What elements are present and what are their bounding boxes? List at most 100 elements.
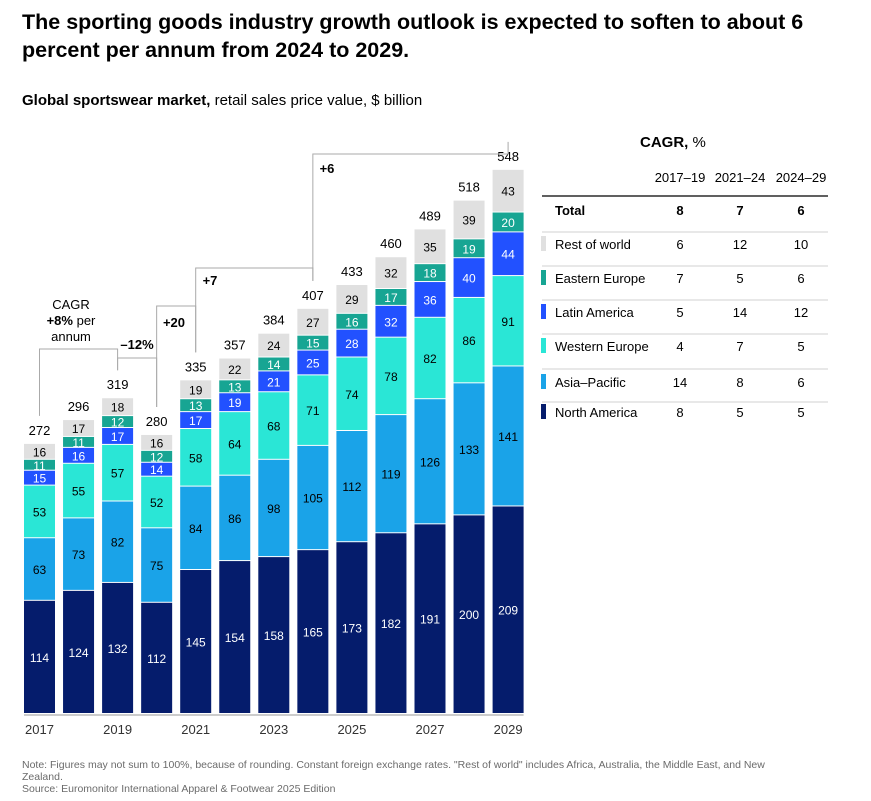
bar-segment-asia-pacific-2023 — [258, 459, 290, 557]
bar-segment-western-europe-2020 — [141, 476, 173, 528]
segment-label-north-america-2022: 154 — [225, 631, 245, 645]
bar-segment-latin-america-2021 — [180, 412, 212, 429]
table-cell-western-europe-0: 4 — [676, 339, 683, 354]
bar-segment-latin-america-2024 — [297, 350, 329, 375]
bar-segment-north-america-2017 — [24, 600, 55, 713]
segment-label-latin-america-2028: 40 — [462, 272, 476, 286]
legend-swatch-north-america — [541, 404, 546, 419]
segment-label-western-europe-2025: 74 — [345, 388, 359, 402]
table-cell-asia-pacific-2: 6 — [797, 375, 804, 390]
source-text: Source: Euromonitor International Appare… — [22, 783, 336, 795]
segment-label-rest-of-world-2021: 19 — [189, 383, 203, 397]
bar-segment-asia-pacific-2028 — [453, 383, 485, 515]
segment-label-asia-pacific-2017: 63 — [33, 563, 47, 577]
bar-segment-rest-of-world-2022 — [219, 358, 251, 380]
bar-segment-rest-of-world-2021 — [180, 380, 212, 399]
bar-segment-western-europe-2021 — [180, 429, 212, 486]
chart-subtitle: Global sportswear market, retail sales p… — [22, 92, 422, 109]
total-label-2026: 460 — [380, 236, 402, 251]
total-label-2018: 296 — [68, 399, 90, 414]
segment-label-latin-america-2017: 15 — [33, 472, 47, 486]
segment-label-asia-pacific-2020: 75 — [150, 559, 164, 573]
bar-segment-western-europe-2024 — [297, 375, 329, 445]
bar-segment-eastern-europe-2023 — [258, 357, 290, 371]
table-cell-latin-america-0: 5 — [676, 305, 683, 320]
bar-segment-latin-america-2029 — [492, 232, 524, 276]
table-cell-latin-america-1: 14 — [733, 305, 747, 320]
table-title-unit: % — [688, 134, 706, 151]
bar-segment-eastern-europe-2017 — [24, 459, 55, 470]
segment-label-north-america-2029: 209 — [498, 604, 518, 618]
segment-label-north-america-2027: 191 — [420, 613, 440, 627]
segment-label-eastern-europe-2024: 15 — [306, 337, 320, 351]
bar-segment-western-europe-2018 — [63, 463, 95, 518]
legend-swatch-western-europe — [541, 338, 546, 353]
bar-segment-western-europe-2027 — [414, 317, 446, 399]
segment-label-latin-america-2027: 36 — [423, 293, 437, 307]
x-tick-label-2019: 2019 — [103, 722, 132, 737]
legend-swatch-asia-pacific — [541, 374, 546, 389]
annotation-plus-7: +7 — [203, 273, 218, 288]
bar-segment-north-america-2018 — [63, 590, 95, 713]
total-label-2028: 518 — [458, 180, 480, 195]
table-cell-eastern-europe-2: 6 — [797, 271, 804, 286]
bar-segment-western-europe-2026 — [375, 337, 407, 415]
total-label-2020: 280 — [146, 414, 168, 429]
table-cell-rest-of-world-1: 12 — [733, 237, 747, 252]
table-title: CAGR, % — [640, 134, 706, 151]
table-title-bold: CAGR, — [640, 134, 688, 151]
annotation-cagr-tail: annum — [51, 329, 91, 344]
table-column-header-1: 2021–24 — [715, 170, 766, 185]
segment-label-asia-pacific-2019: 82 — [111, 536, 125, 550]
table-cell-latin-america-2: 12 — [794, 305, 808, 320]
bar-segment-rest-of-world-2026 — [375, 257, 407, 288]
bar-segment-rest-of-world-2024 — [297, 308, 329, 335]
bar-segment-north-america-2026 — [375, 533, 407, 713]
segment-label-rest-of-world-2017: 16 — [33, 445, 47, 459]
segment-label-rest-of-world-2025: 29 — [345, 293, 359, 307]
bracket-2024-2029 — [312, 141, 509, 281]
segment-label-north-america-2017: 114 — [30, 651, 49, 665]
bar-segment-eastern-europe-2024 — [297, 335, 329, 350]
bar-segment-asia-pacific-2017 — [24, 538, 55, 600]
bar-segment-eastern-europe-2026 — [375, 289, 407, 305]
bar-segment-western-europe-2025 — [336, 357, 368, 430]
bar-segment-latin-america-2025 — [336, 329, 368, 357]
annotation-cagr-value: +8% per — [47, 313, 96, 328]
total-label-2029: 548 — [497, 149, 519, 164]
bar-segment-eastern-europe-2021 — [180, 399, 212, 412]
bar-segment-north-america-2020 — [141, 602, 173, 713]
bar-segment-asia-pacific-2021 — [180, 486, 212, 570]
segment-label-north-america-2023: 158 — [264, 629, 284, 643]
table-cell-asia-pacific-1: 8 — [736, 375, 743, 390]
bar-segment-rest-of-world-2025 — [336, 285, 368, 313]
segment-label-latin-america-2023: 21 — [267, 375, 281, 389]
bar-segment-western-europe-2017 — [24, 485, 55, 538]
bar-segment-eastern-europe-2025 — [336, 313, 368, 329]
x-tick-label-2023: 2023 — [259, 722, 288, 737]
bar-segment-latin-america-2026 — [375, 305, 407, 337]
table-row-label-latin-america: Latin America — [555, 305, 635, 320]
bar-segment-north-america-2023 — [258, 557, 290, 713]
legend-swatch-latin-america — [541, 304, 546, 319]
segment-label-eastern-europe-2029: 20 — [501, 216, 515, 230]
segment-label-latin-america-2019: 17 — [111, 430, 125, 444]
legend-swatch-rest-of-world — [541, 236, 546, 251]
table-cell-north-america-1: 5 — [736, 405, 743, 420]
segment-label-asia-pacific-2025: 112 — [342, 480, 361, 494]
annotation-plus-20: +20 — [163, 315, 185, 330]
bar-segment-eastern-europe-2028 — [453, 239, 485, 258]
subtitle-rest: retail sales price value, $ billion — [210, 92, 423, 109]
bar-segment-north-america-2025 — [336, 542, 368, 713]
segment-label-western-europe-2018: 55 — [72, 485, 86, 499]
chart-title: The sporting goods industry growth outlo… — [22, 10, 804, 62]
bar-segment-latin-america-2023 — [258, 371, 290, 392]
total-label-2023: 384 — [263, 313, 285, 328]
segment-label-eastern-europe-2018: 11 — [72, 436, 85, 450]
segment-label-western-europe-2022: 64 — [228, 437, 242, 451]
segment-label-eastern-europe-2020: 12 — [150, 450, 164, 464]
bar-segment-eastern-europe-2027 — [414, 264, 446, 282]
segment-label-asia-pacific-2024: 105 — [303, 492, 323, 506]
annotation-cagr-label: CAGR — [52, 297, 90, 312]
